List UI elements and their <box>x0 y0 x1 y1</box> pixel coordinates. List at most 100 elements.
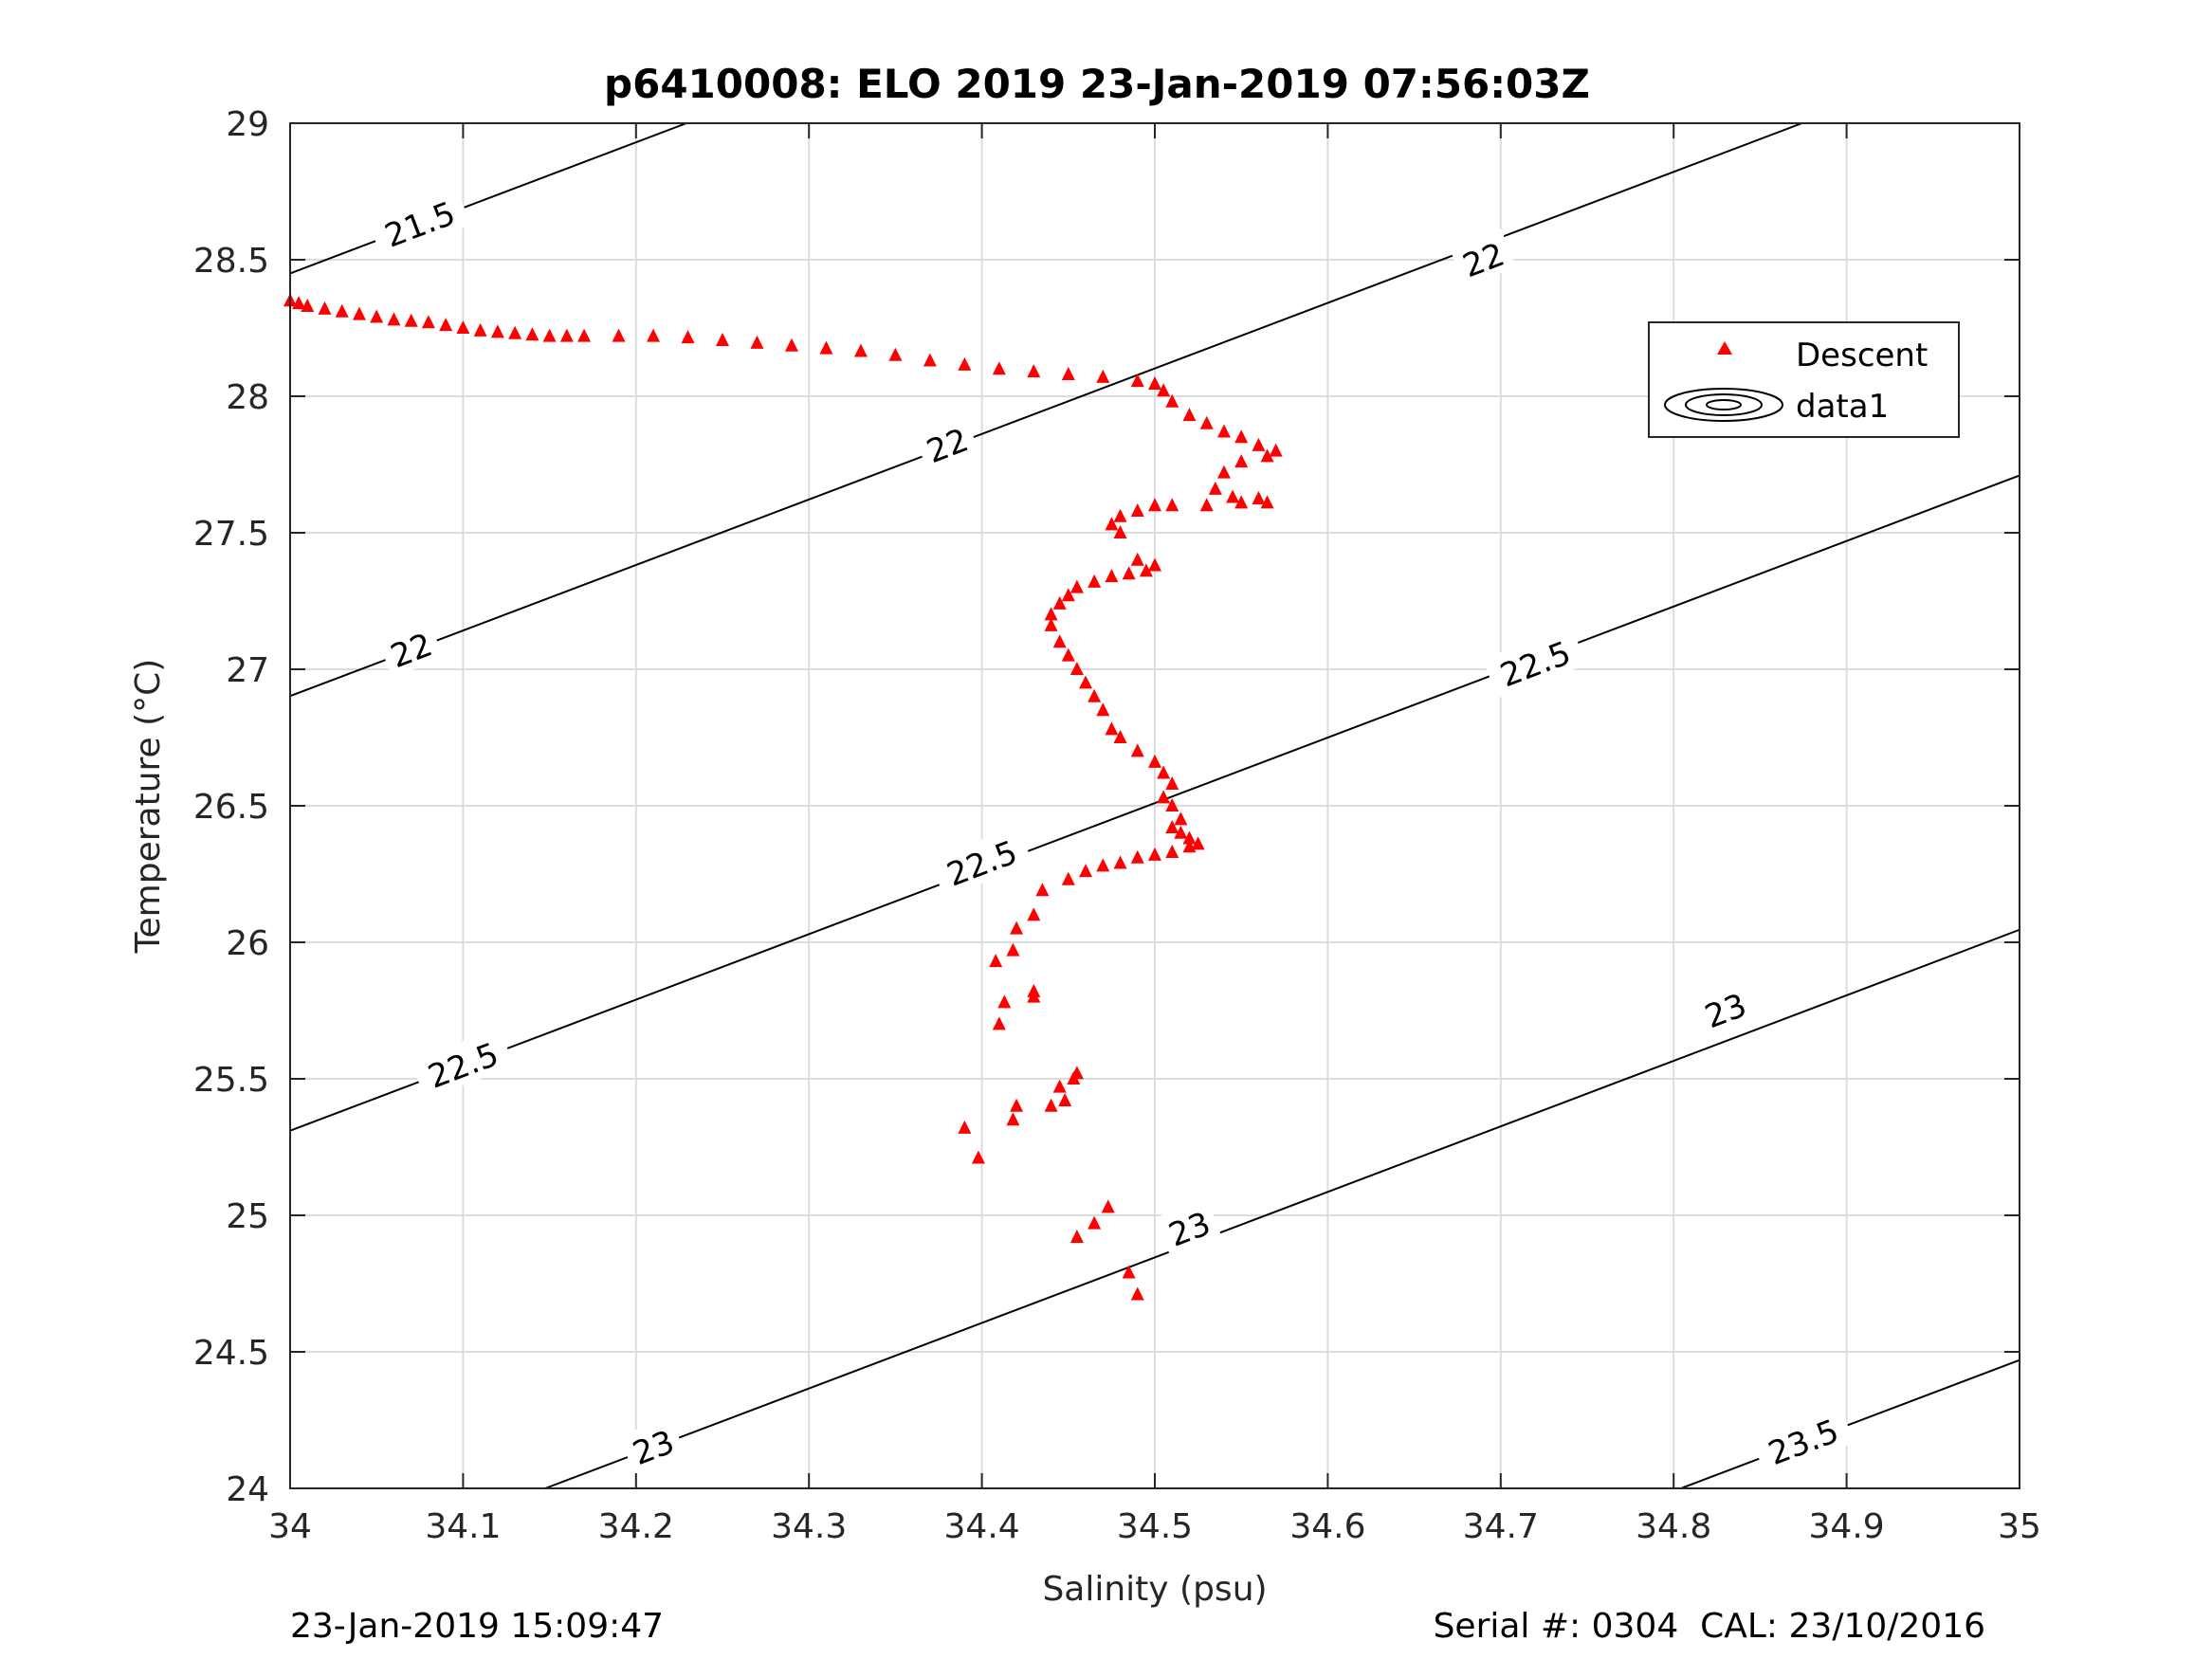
y-tick-label: 25.5 <box>193 1061 269 1100</box>
y-tick-label: 24.5 <box>193 1334 269 1373</box>
data-point-descent <box>1234 454 1249 468</box>
data-point-descent <box>1079 675 1093 689</box>
data-point-descent <box>1027 983 1041 997</box>
data-point-descent <box>1096 858 1110 872</box>
data-point-descent <box>1157 383 1171 397</box>
data-point-descent <box>1088 688 1102 702</box>
data-point-descent <box>1216 424 1231 438</box>
data-point-descent <box>1052 1079 1067 1093</box>
data-point-descent <box>1130 552 1144 566</box>
isopycnal-label-bg <box>377 619 444 678</box>
data-point-descent <box>1113 508 1127 522</box>
data-point-descent <box>1069 1066 1084 1080</box>
x-tick-label: 34.1 <box>425 1507 501 1546</box>
data-point-descent <box>1096 369 1110 383</box>
data-point-descent <box>1139 563 1153 577</box>
data-point-descent <box>1061 366 1075 380</box>
y-tick-label: 28 <box>226 378 269 417</box>
data-point-descent <box>958 356 972 371</box>
data-point-descent <box>1069 662 1084 675</box>
data-point-descent <box>352 306 366 320</box>
descent-series <box>283 293 1283 1301</box>
data-point-descent <box>1113 730 1127 743</box>
x-tick-label: 34 <box>268 1507 312 1546</box>
data-point-descent <box>681 330 695 344</box>
data-point-descent <box>923 353 937 367</box>
data-point-descent <box>577 328 592 342</box>
data-point-descent <box>525 327 539 341</box>
data-point-descent <box>1226 489 1240 503</box>
x-tick-label: 34.6 <box>1289 1507 1365 1546</box>
data-point-descent <box>819 340 833 355</box>
data-point-descent <box>647 328 661 342</box>
isopycnal-label-bg <box>913 414 980 473</box>
data-point-descent <box>1044 617 1058 631</box>
x-tick-label: 34.4 <box>944 1507 1020 1546</box>
data-point-descent <box>1165 820 1179 834</box>
data-point-descent <box>456 320 470 334</box>
data-point-descent <box>318 301 332 315</box>
isopycnal-label-bg <box>411 1027 515 1101</box>
data-point-descent <box>1269 443 1283 457</box>
isopycnal-label-bg <box>1483 626 1587 699</box>
x-axis-label: Salinity (psu) <box>1042 1570 1267 1609</box>
data-point-descent <box>1148 557 1161 572</box>
data-point-descent <box>989 954 1003 968</box>
data-point-descent <box>1052 634 1067 648</box>
isopycnal-label-bg <box>619 1416 686 1475</box>
legend: Descent data1 <box>1648 321 1960 438</box>
data-point-descent <box>1165 393 1179 408</box>
data-point-descent <box>1044 607 1058 621</box>
data-point-descent <box>508 325 522 339</box>
data-point-descent <box>1113 855 1127 869</box>
isopycnal-line <box>289 122 687 275</box>
data-point-descent <box>1079 864 1093 878</box>
x-tick-label: 34.9 <box>1809 1507 1885 1546</box>
y-axis-label: Temperature (°C) <box>129 659 168 955</box>
legend-entry-descent: Descent <box>1796 337 1928 374</box>
data-point-descent <box>784 337 798 352</box>
y-tick-label: 27.5 <box>193 515 269 554</box>
data-point-descent <box>1010 921 1024 935</box>
data-point-descent <box>1130 374 1144 388</box>
data-point-descent <box>1088 574 1102 588</box>
data-point-descent <box>1069 579 1084 593</box>
chart-title: p6410008: ELO 2019 23-Jan-2019 07:56:03Z <box>604 61 1590 107</box>
data-point-descent <box>1006 1112 1020 1126</box>
data-point-descent <box>1252 437 1266 451</box>
y-tick-label: 26.5 <box>193 788 269 827</box>
data-point-descent <box>1148 754 1161 768</box>
data-point-descent <box>1130 743 1144 757</box>
data-point-descent <box>1208 481 1222 495</box>
data-point-descent <box>1130 502 1144 517</box>
data-point-descent <box>1105 517 1119 531</box>
data-point-descent <box>1157 765 1171 779</box>
data-point-descent <box>1148 847 1161 861</box>
data-point-descent <box>1199 498 1214 512</box>
y-tick-label: 27 <box>226 651 269 690</box>
data-point-descent <box>612 328 626 342</box>
data-point-descent <box>1182 839 1197 853</box>
data-point-descent <box>750 335 764 349</box>
data-point-descent <box>1061 871 1075 885</box>
data-point-descent <box>1174 825 1188 839</box>
data-point-descent <box>1069 1230 1084 1244</box>
data-point-descent <box>1165 844 1179 858</box>
x-tick-label: 34.8 <box>1636 1507 1711 1546</box>
data-point-descent <box>1113 525 1127 538</box>
data-point-descent <box>1199 415 1214 429</box>
data-point-descent <box>1027 907 1041 921</box>
isopycnal-label-bg <box>367 186 471 259</box>
data-point-descent <box>1006 942 1020 957</box>
data-point-descent <box>1165 775 1179 790</box>
data-point-descent <box>1191 836 1205 850</box>
data-point-descent <box>1035 883 1050 897</box>
x-tick-label: 34.5 <box>1117 1507 1193 1546</box>
data-point-descent <box>888 347 903 361</box>
data-point-descent <box>370 309 384 323</box>
data-point-descent <box>1148 376 1161 391</box>
data-point-descent <box>1058 1093 1072 1107</box>
data-point-descent <box>404 313 418 327</box>
y-tick-label: 29 <box>226 105 269 144</box>
